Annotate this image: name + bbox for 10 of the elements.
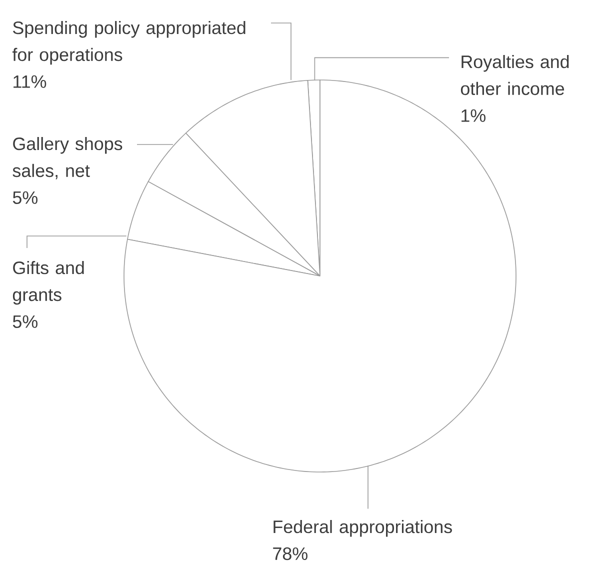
data-label: 1%: [462, 109, 486, 122]
data-label: 5%: [12, 315, 38, 328]
slice-label: Gallery shops sales, net: [12, 137, 122, 180]
slice-label: Gifts and grants: [12, 261, 84, 305]
slice-label: Spending policy appropriated for operations: [12, 21, 246, 65]
slice-label: Royalties and other income: [460, 55, 569, 96]
data-label: 11%: [14, 75, 46, 88]
slice-label: Federal appropriations: [274, 520, 452, 537]
data-label: 5%: [12, 191, 38, 204]
data-label: 78%: [273, 547, 308, 560]
